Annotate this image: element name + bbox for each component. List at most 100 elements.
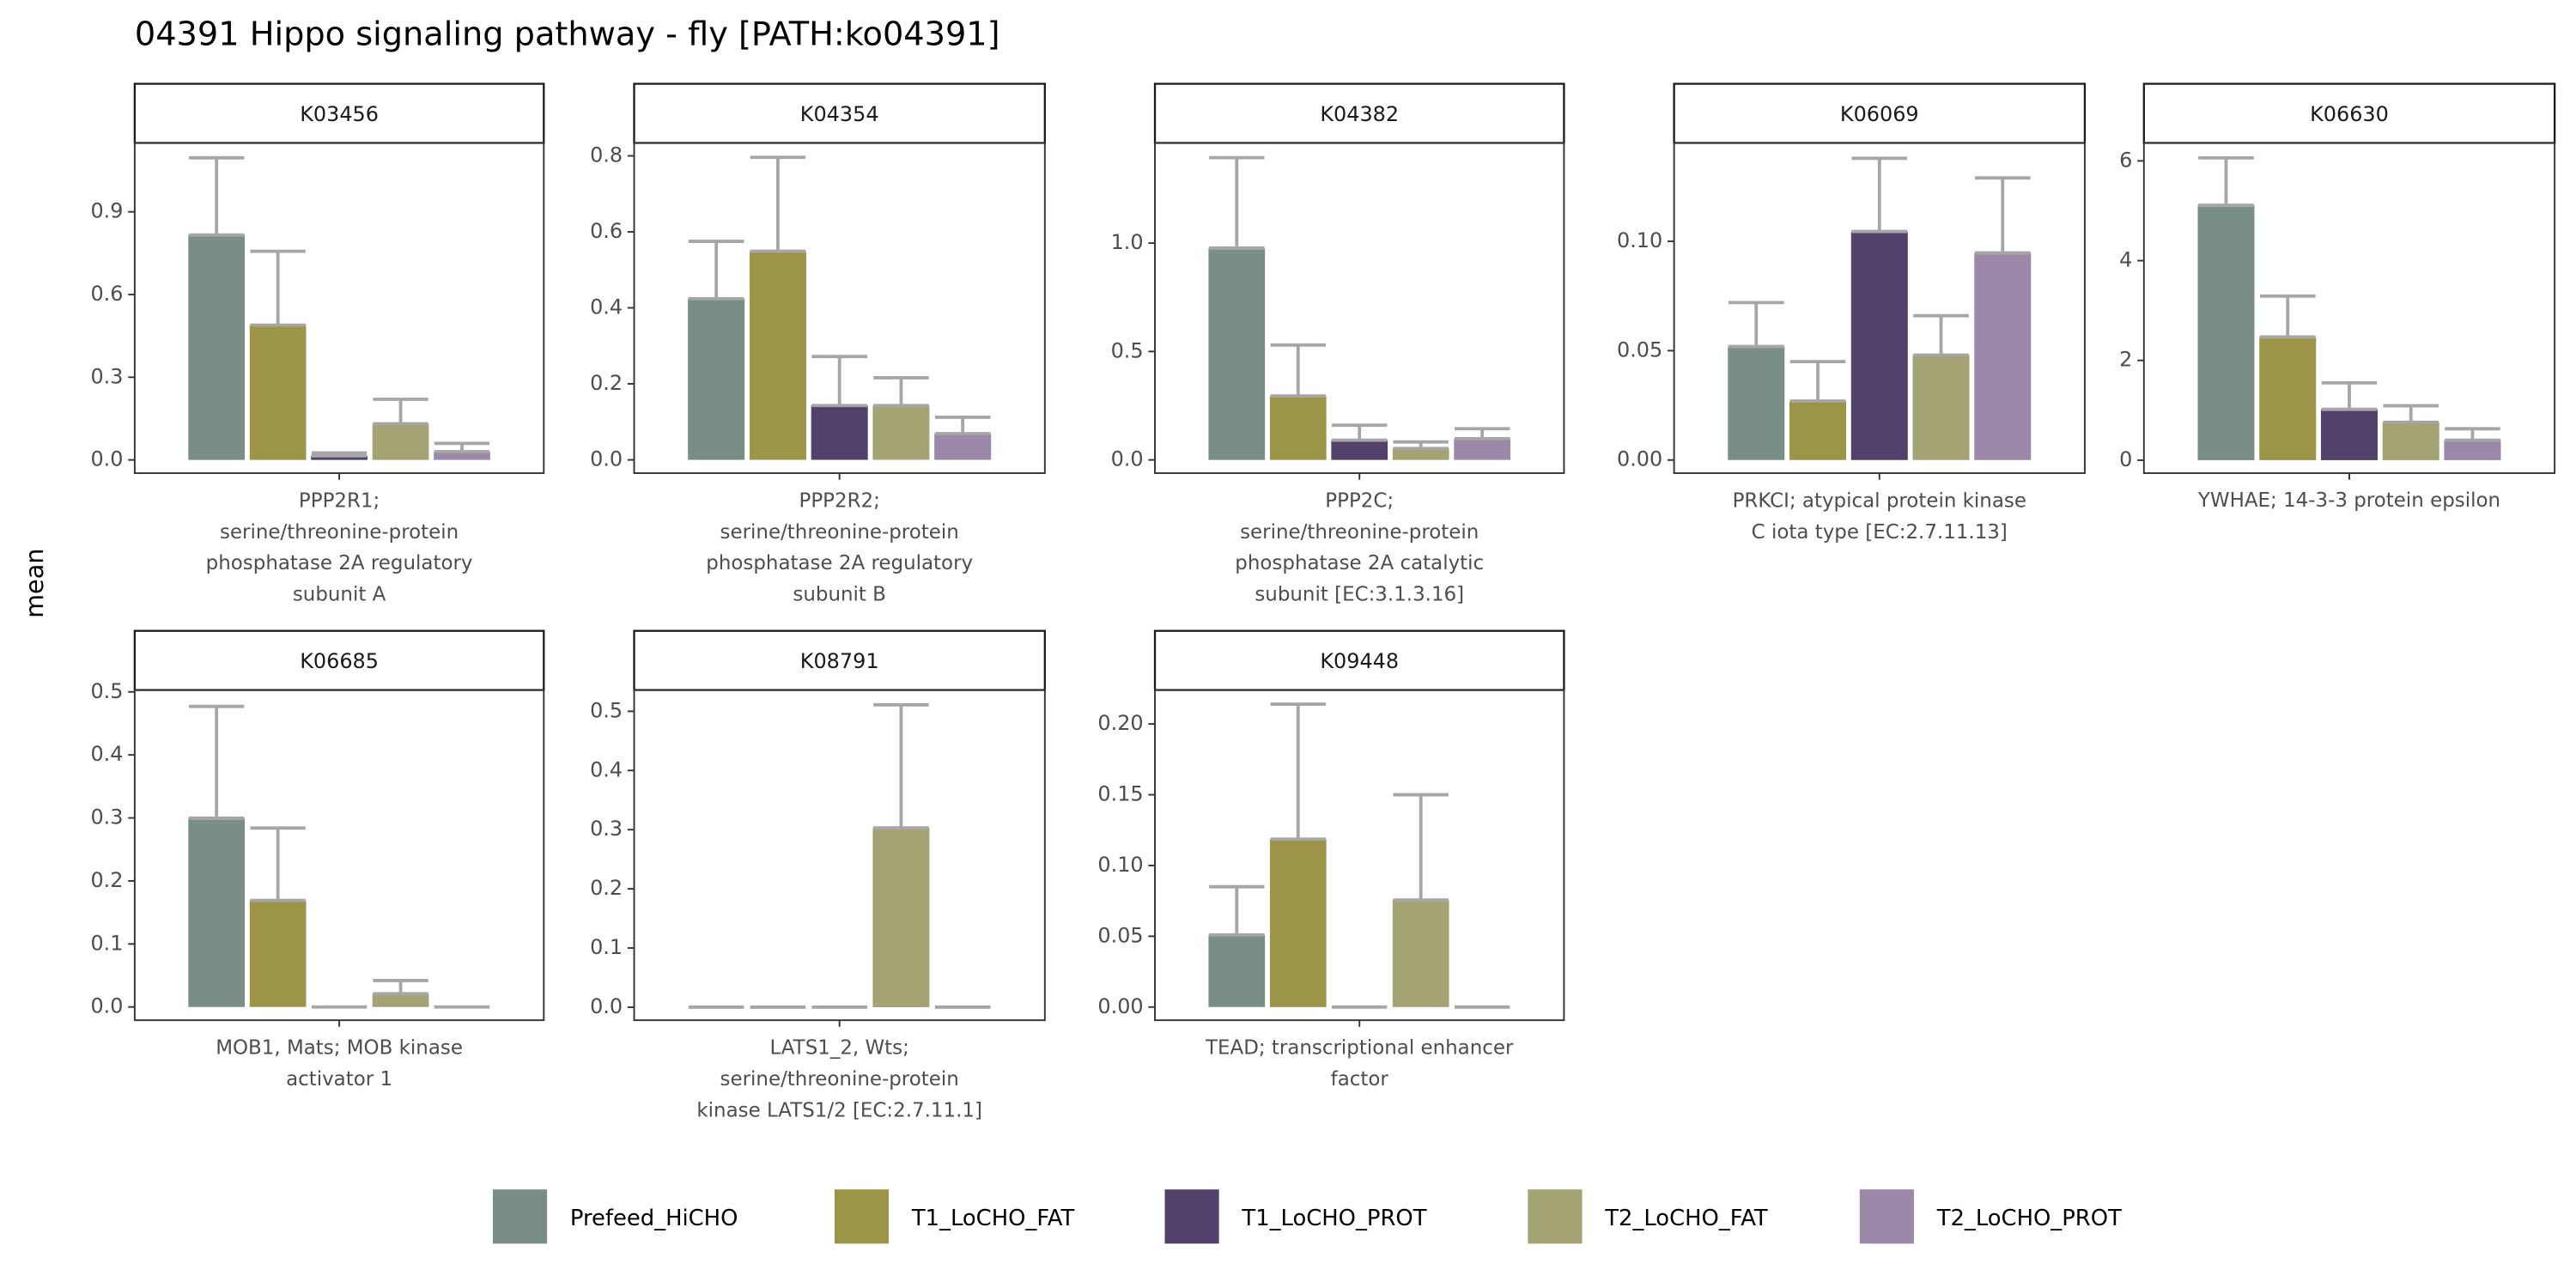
legend-key [1859,1189,1914,1244]
x-tick-label: YWHAE; 14-3-3 protein epsilon [2197,489,2500,512]
y-tick-label: 0.10 [1097,853,1143,877]
bar [872,828,930,1007]
bar [1208,934,1266,1007]
bar [1789,400,1847,460]
bar [1974,252,2032,460]
facet-strip [2142,82,2556,144]
x-tick-label: PPP2R2; serine/threonine-protein phosphata… [706,489,973,605]
bar [749,251,806,460]
bar [249,900,307,1007]
error-bar [2198,155,2254,207]
bar [188,234,246,460]
error-bar [1209,155,1265,250]
facet-strip [1673,82,2087,144]
error-bar [873,702,929,830]
error-bar [2383,404,2439,424]
facet-strip [1153,82,1565,144]
bar [1331,440,1388,460]
bar [1912,355,1970,460]
y-tick-label: 0.0 [90,447,123,471]
error-bar [1974,176,2031,255]
error-bar [1454,427,1510,440]
facet-strip [633,82,1046,144]
panel-border [133,689,545,1022]
x-tick-label: PPP2C; serine/threonine-protein phosphatas… [1235,489,1484,605]
y-tick-label: 0.1 [590,935,623,959]
legend-key [492,1189,548,1244]
bar [311,455,368,460]
panel-border [1154,689,1565,1022]
error-bar [189,155,245,237]
y-tick-label: 0.4 [590,295,623,319]
error-bar [934,416,991,435]
bar [372,423,429,460]
bar [811,405,868,460]
y-tick-label: 0.20 [1097,711,1143,735]
error-bar [750,155,806,253]
bar [1269,839,1327,1007]
bar [1392,448,1449,460]
chart-title: 04391 Hippo signaling pathway - fly [PAT… [135,15,1000,54]
facet-strip [133,629,545,691]
bar [1392,900,1449,1007]
y-tick-label: 0.0 [590,447,623,471]
facet-title: K09448 [1320,649,1399,673]
error-bar [373,978,428,996]
y-tick-label: 0.2 [90,868,123,892]
bar [1269,396,1327,460]
error-bar [873,376,929,408]
error-bar [1332,423,1388,442]
error-bar [2445,427,2500,442]
legend-label: T2_LoCHO_FAT [1604,1206,1768,1231]
legend-label: Prefeed_HiCHO [570,1206,738,1231]
bar [2259,337,2317,460]
x-tick-label: PRKCI; atypical protein kinase C iota typ… [1733,489,2026,543]
y-axis-label: mean [20,549,49,618]
x-tick-label: LATS1_2, Wts; serine/threonine-protein kin… [696,1036,982,1121]
y-tick-label: 0.0 [1111,447,1144,471]
error-bar [1789,360,1846,403]
y-tick-label: 6 [2119,148,2132,172]
y-tick-label: 0.3 [590,817,623,841]
facet-title: K06685 [300,649,379,673]
bar [372,993,429,1007]
y-tick-label: 0.00 [1617,447,1662,471]
x-tick-label: PPP2R1; serine/threonine-protein phosphata… [206,489,473,605]
facet-title: K04382 [1320,102,1399,126]
error-bar [1851,156,1908,234]
error-bar [2259,294,2316,339]
error-bar [811,355,867,408]
error-bar [688,240,744,301]
y-tick-label: 0.00 [1097,994,1143,1018]
bar [188,817,246,1007]
error-bar [1270,343,1326,398]
y-tick-label: 0.2 [590,876,623,900]
error-bar [1393,440,1449,451]
error-bar [311,451,368,458]
bar [1850,231,1908,460]
x-tick-label: TEAD; transcriptional enhancer factor [1205,1036,1514,1090]
y-tick-label: 0.4 [90,742,123,766]
bar [688,298,745,460]
error-bar [189,704,245,820]
y-tick-label: 0.5 [590,698,623,722]
y-tick-label: 0.5 [90,679,123,703]
legend-key [1164,1189,1219,1244]
error-bar [1393,793,1449,902]
x-tick-label: MOB1, Mats; MOB kinase activator 1 [216,1036,463,1090]
bar [2320,409,2378,460]
y-tick-label: 0.6 [590,219,623,243]
legend-label: T1_LoCHO_PROT [1241,1206,1426,1231]
y-tick-label: 0.05 [1097,923,1143,947]
legend-key [1528,1189,1583,1244]
error-bar [2321,380,2378,411]
facet-strip [133,82,545,144]
legend-label: T2_LoCHO_PROT [1936,1206,2122,1231]
facet-title: K08791 [800,649,879,673]
legend-label: T1_LoCHO_FAT [911,1206,1075,1231]
y-tick-label: 0.2 [590,371,623,395]
facet-title: K06069 [1840,102,1919,126]
y-tick-label: 0.3 [90,805,123,829]
legend-key [834,1189,890,1244]
